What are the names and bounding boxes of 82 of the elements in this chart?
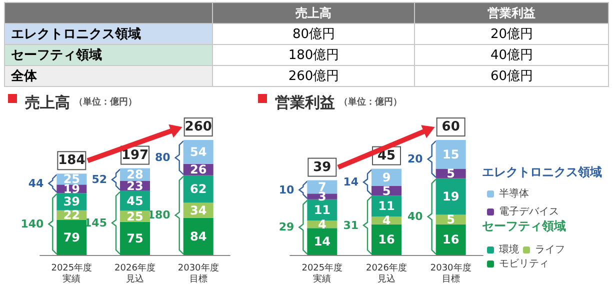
annotation: 29	[278, 220, 294, 234]
text: 売上高	[212, 2, 415, 24]
bar	[307, 194, 338, 200]
total-label: 260	[184, 120, 212, 134]
legend-label: 電子デバイス	[499, 206, 559, 218]
total-label: 197	[121, 148, 149, 163]
data-label: 16	[442, 232, 460, 247]
x-tick-label: 2025年度実績	[302, 262, 343, 284]
text: 営業利益	[414, 2, 608, 24]
data-label: 11	[378, 199, 395, 214]
annotation: 14	[343, 176, 359, 189]
data-label: 5	[446, 212, 456, 227]
annotation: 20	[408, 152, 424, 166]
annotation: 44	[28, 176, 44, 190]
bar	[120, 222, 150, 255]
bar	[307, 228, 338, 255]
x-tick-label: 2026年度見込	[114, 262, 156, 284]
category-label: セーフティ領域	[4, 44, 212, 66]
total-label: 60	[442, 120, 460, 134]
data-label: 15	[442, 147, 460, 162]
data-label: 5	[446, 166, 456, 181]
total-label: 184	[58, 153, 86, 168]
data-label: 23	[126, 178, 144, 193]
total-label: 39	[313, 160, 332, 175]
chart-subtitle: （単位：億円）	[339, 96, 402, 108]
data-label: 4	[318, 217, 326, 232]
bar	[436, 224, 466, 255]
data-label: 3	[318, 190, 326, 204]
legend-label: ライフ	[535, 244, 565, 256]
bar	[372, 224, 402, 255]
category-label: エレクトロニクス領域	[4, 24, 212, 44]
data-label: 34	[190, 203, 207, 218]
data-label: 16	[378, 232, 395, 247]
x-tick-label: 2030年度目標	[178, 262, 219, 284]
data-label: 260億円	[212, 66, 415, 86]
x-tick-label: 2030年度目標	[430, 262, 472, 284]
bar	[56, 220, 87, 255]
legend-label: モビリティ	[499, 258, 549, 270]
data-label: 11	[314, 202, 331, 217]
data-label: 26	[190, 162, 207, 177]
data-label: 75	[126, 231, 144, 246]
data-label: 39	[63, 194, 80, 209]
data-label: 180億円	[212, 44, 415, 66]
x-tick-label: 2025年度実績	[51, 262, 92, 284]
data-label: 60億円	[414, 66, 608, 86]
data-label: 79	[63, 230, 80, 245]
annotation: 80	[155, 151, 171, 164]
data-label: 54	[190, 144, 207, 159]
data-label: 40億円	[414, 44, 608, 66]
category-label: 全体	[4, 66, 212, 86]
annotation: 52	[92, 173, 107, 186]
data-label: 9	[382, 170, 391, 184]
data-label: 19	[63, 182, 80, 196]
data-label: 28	[126, 168, 144, 182]
data-label: 22	[63, 208, 80, 222]
chart-title: 売上高	[25, 94, 70, 112]
chart-title: 営業利益	[275, 94, 335, 112]
legend-label: 半導体	[499, 188, 529, 200]
bar	[183, 218, 214, 255]
annotation: 145	[84, 216, 107, 230]
total-label: 45	[377, 148, 396, 164]
data-label: 62	[190, 182, 207, 196]
data-label: 4	[382, 214, 391, 228]
annotation: 140	[20, 218, 44, 231]
data-label: 80億円	[212, 24, 415, 44]
annotation: エレクトロニクス領域	[482, 165, 602, 179]
annotation: 31	[343, 218, 358, 232]
data-label: 14	[314, 234, 331, 249]
x-tick-label: 2026年度見込	[366, 262, 407, 284]
chart-subtitle: （単位：億円）	[74, 96, 137, 108]
data-label: 20億円	[414, 24, 608, 44]
bar	[436, 140, 466, 169]
data-label: 19	[442, 190, 460, 204]
annotation: 40	[408, 210, 424, 224]
data-label: 5	[382, 184, 391, 198]
data-label: 45	[126, 194, 144, 208]
bar	[436, 178, 466, 215]
annotation: 10	[278, 183, 295, 196]
data-label: 25	[126, 209, 144, 224]
data-label: 84	[190, 229, 207, 244]
legend-label: 環境	[499, 244, 519, 256]
annotation: セーフティ領域	[482, 219, 566, 233]
